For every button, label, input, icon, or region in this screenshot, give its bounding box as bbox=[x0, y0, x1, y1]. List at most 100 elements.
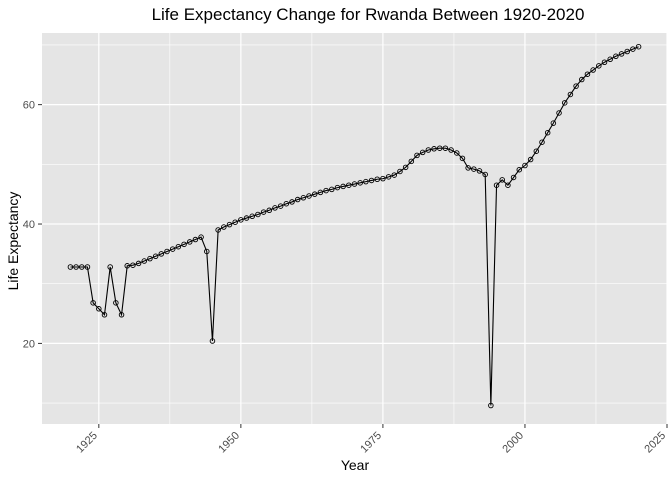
data-point bbox=[482, 171, 488, 178]
data-point bbox=[590, 67, 596, 73]
data-point bbox=[618, 51, 625, 57]
data-point bbox=[522, 162, 528, 169]
data-point bbox=[630, 46, 636, 52]
major-gridlines bbox=[42, 33, 668, 424]
data-point bbox=[442, 145, 449, 151]
data-point bbox=[260, 209, 267, 215]
data-points bbox=[67, 43, 642, 409]
data-point bbox=[169, 246, 176, 252]
data-point bbox=[79, 264, 85, 270]
minor-gridlines bbox=[42, 33, 667, 424]
data-point bbox=[550, 120, 557, 126]
data-point bbox=[561, 100, 568, 106]
data-point bbox=[584, 71, 591, 77]
data-point bbox=[107, 264, 113, 270]
data-point bbox=[209, 338, 216, 344]
data-point bbox=[113, 300, 119, 306]
x-tick-label: 2025 bbox=[642, 430, 668, 456]
data-point bbox=[385, 174, 392, 180]
data-point bbox=[164, 248, 170, 255]
data-point bbox=[346, 182, 352, 188]
x-axis-title: Year bbox=[341, 457, 370, 473]
data-point bbox=[135, 260, 142, 267]
data-point bbox=[556, 110, 562, 116]
data-point bbox=[363, 178, 369, 185]
data-point bbox=[351, 181, 358, 187]
data-point bbox=[374, 176, 380, 183]
y-axis-title: Life Expectancy bbox=[5, 192, 21, 291]
data-point bbox=[192, 236, 199, 243]
data-point bbox=[289, 199, 295, 205]
y-axis: 20 40 60 bbox=[23, 100, 42, 350]
data-point bbox=[340, 183, 346, 190]
data-point bbox=[317, 189, 324, 196]
x-tick-label: 2000 bbox=[500, 430, 526, 456]
data-point bbox=[624, 48, 630, 55]
data-point bbox=[408, 158, 415, 165]
data-point bbox=[402, 164, 409, 171]
data-point bbox=[277, 203, 284, 209]
data-point bbox=[266, 207, 273, 214]
data-point bbox=[613, 53, 619, 60]
x-axis: 1925 1950 1975 2000 2025 bbox=[74, 424, 668, 455]
data-point bbox=[152, 253, 159, 260]
data-point bbox=[505, 182, 511, 188]
data-point bbox=[601, 59, 608, 66]
data-point bbox=[221, 224, 227, 230]
data-point bbox=[300, 195, 307, 201]
data-point bbox=[380, 175, 386, 182]
data-point bbox=[465, 165, 471, 171]
data-point bbox=[272, 205, 278, 211]
panel-background bbox=[42, 33, 667, 424]
data-point bbox=[527, 156, 534, 163]
data-point bbox=[118, 312, 125, 318]
y-tick-label: 60 bbox=[23, 100, 35, 112]
data-point bbox=[198, 234, 204, 240]
data-point bbox=[294, 196, 301, 203]
data-point bbox=[96, 306, 102, 312]
data-point bbox=[596, 63, 602, 69]
data-point bbox=[141, 258, 148, 264]
data-point bbox=[414, 152, 420, 159]
data-point bbox=[539, 139, 545, 145]
x-tick-label: 1975 bbox=[358, 430, 384, 456]
data-point bbox=[488, 402, 494, 409]
data-point bbox=[84, 264, 91, 270]
data-point bbox=[436, 145, 443, 151]
data-point bbox=[181, 241, 187, 248]
data-point bbox=[493, 182, 500, 188]
data-point bbox=[283, 200, 290, 207]
data-point bbox=[533, 148, 540, 154]
y-tick-label: 20 bbox=[23, 338, 35, 350]
data-point bbox=[124, 263, 130, 269]
data-point bbox=[607, 56, 613, 63]
data-point bbox=[90, 300, 96, 306]
data-point bbox=[73, 264, 79, 270]
data-point bbox=[391, 172, 398, 178]
data-point bbox=[573, 83, 579, 89]
data-point bbox=[67, 264, 74, 270]
data-point bbox=[431, 146, 437, 152]
data-point bbox=[306, 193, 312, 199]
data-point bbox=[329, 186, 335, 193]
data-point bbox=[579, 76, 585, 83]
data-point bbox=[476, 168, 483, 174]
data-point bbox=[499, 177, 505, 183]
x-tick-label: 1950 bbox=[216, 430, 242, 456]
data-point bbox=[459, 155, 466, 162]
data-point bbox=[454, 150, 460, 156]
data-point bbox=[186, 239, 193, 245]
x-tick-label: 1925 bbox=[74, 430, 100, 456]
chart-title: Life Expectancy Change for Rwanda Betwee… bbox=[152, 5, 585, 24]
data-point bbox=[419, 149, 426, 156]
data-point bbox=[204, 248, 210, 255]
data-point bbox=[567, 91, 574, 98]
y-tick-label: 40 bbox=[23, 219, 35, 231]
data-point bbox=[215, 227, 221, 233]
data-point bbox=[175, 243, 182, 250]
data-point bbox=[425, 147, 432, 153]
data-point bbox=[357, 180, 363, 186]
data-point bbox=[101, 312, 108, 318]
data-point bbox=[255, 211, 261, 218]
data-point bbox=[397, 168, 403, 175]
